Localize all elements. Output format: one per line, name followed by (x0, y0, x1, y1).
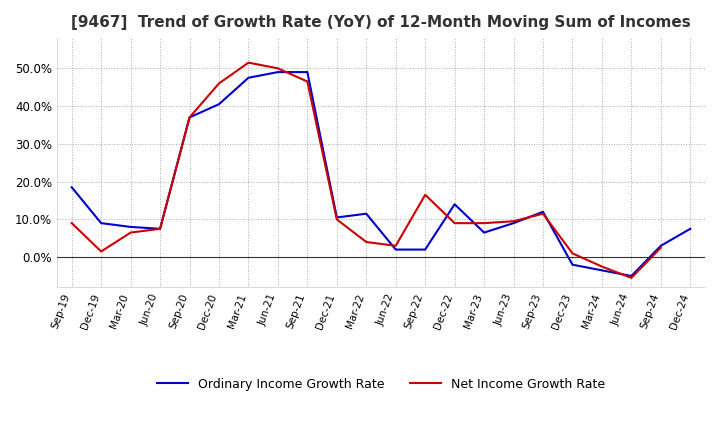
Ordinary Income Growth Rate (156, 226, 164, 231)
Ordinary Income Growth Rate (657, 243, 665, 249)
Ordinary Income Growth Rate (627, 273, 636, 279)
Line: Ordinary Income Growth Rate: Ordinary Income Growth Rate (72, 72, 690, 276)
Net Income Growth Rate (68, 220, 76, 226)
Ordinary Income Growth Rate (362, 211, 371, 216)
Ordinary Income Growth Rate (686, 226, 695, 231)
Ordinary Income Growth Rate (185, 115, 194, 120)
Title: [9467]  Trend of Growth Rate (YoY) of 12-Month Moving Sum of Incomes: [9467] Trend of Growth Rate (YoY) of 12-… (71, 15, 691, 30)
Ordinary Income Growth Rate (421, 247, 430, 252)
Net Income Growth Rate (244, 60, 253, 65)
Net Income Growth Rate (627, 275, 636, 281)
Net Income Growth Rate (539, 211, 547, 216)
Net Income Growth Rate (185, 115, 194, 120)
Net Income Growth Rate (657, 245, 665, 250)
Ordinary Income Growth Rate (215, 102, 223, 107)
Ordinary Income Growth Rate (97, 220, 106, 226)
Net Income Growth Rate (450, 220, 459, 226)
Net Income Growth Rate (333, 217, 341, 222)
Ordinary Income Growth Rate (392, 247, 400, 252)
Ordinary Income Growth Rate (303, 70, 312, 75)
Ordinary Income Growth Rate (509, 220, 518, 226)
Net Income Growth Rate (598, 264, 606, 269)
Net Income Growth Rate (509, 219, 518, 224)
Net Income Growth Rate (392, 243, 400, 249)
Net Income Growth Rate (480, 220, 488, 226)
Ordinary Income Growth Rate (274, 70, 282, 75)
Ordinary Income Growth Rate (568, 262, 577, 268)
Ordinary Income Growth Rate (68, 185, 76, 190)
Ordinary Income Growth Rate (598, 268, 606, 273)
Net Income Growth Rate (156, 226, 164, 231)
Ordinary Income Growth Rate (333, 215, 341, 220)
Net Income Growth Rate (126, 230, 135, 235)
Net Income Growth Rate (362, 239, 371, 245)
Net Income Growth Rate (97, 249, 106, 254)
Ordinary Income Growth Rate (126, 224, 135, 230)
Net Income Growth Rate (303, 79, 312, 84)
Ordinary Income Growth Rate (244, 75, 253, 81)
Ordinary Income Growth Rate (480, 230, 488, 235)
Net Income Growth Rate (421, 192, 430, 198)
Ordinary Income Growth Rate (450, 202, 459, 207)
Net Income Growth Rate (215, 81, 223, 86)
Net Income Growth Rate (568, 251, 577, 256)
Line: Net Income Growth Rate: Net Income Growth Rate (72, 62, 661, 278)
Net Income Growth Rate (274, 66, 282, 71)
Legend: Ordinary Income Growth Rate, Net Income Growth Rate: Ordinary Income Growth Rate, Net Income … (152, 373, 610, 396)
Ordinary Income Growth Rate (539, 209, 547, 214)
